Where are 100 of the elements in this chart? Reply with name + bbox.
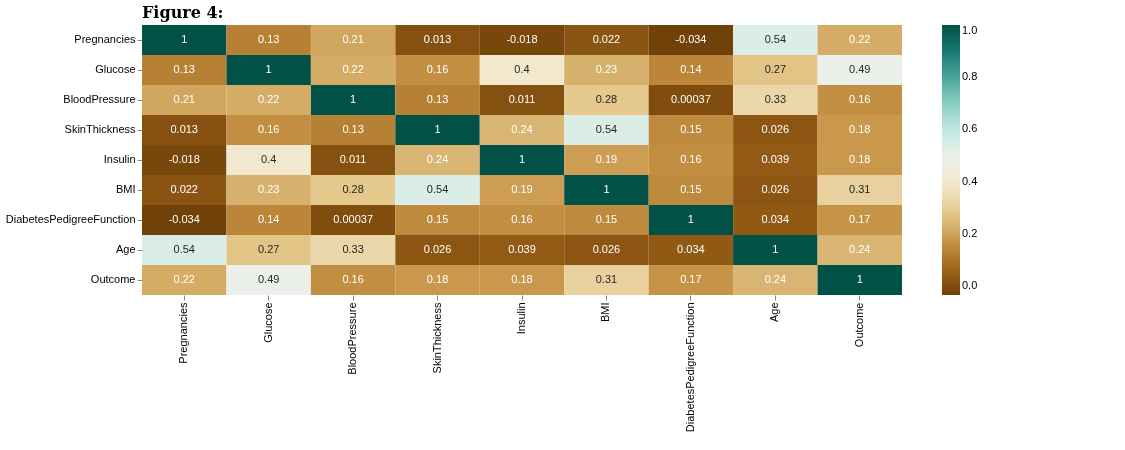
data-label: -0.034 (675, 33, 707, 45)
data-label: 1 (856, 273, 863, 285)
y-tick-label: BloodPressure (63, 93, 136, 105)
y-tick-label: Outcome (90, 273, 136, 285)
data-label: 1 (265, 63, 272, 75)
y-tick-label: Pregnancies (74, 33, 136, 45)
data-label: 0.026 (423, 243, 452, 255)
y-tick-label: SkinThickness (64, 123, 136, 135)
y-tick-label: DiabetesPedigreeFunction (5, 213, 136, 225)
color-bar-label: 0.4 (962, 174, 978, 187)
data-label: 0.27 (257, 243, 280, 255)
data-label: 0.31 (849, 183, 871, 195)
data-label: 0.15 (595, 213, 618, 225)
chart-title: Figure 4: (142, 3, 224, 22)
data-label: 0.13 (426, 93, 449, 105)
data-label: 0.54 (426, 183, 449, 195)
data-label: 0.23 (595, 63, 618, 75)
data-label: 0.022 (170, 183, 198, 195)
data-label: 0.14 (257, 213, 280, 225)
data-label: 0.19 (595, 153, 618, 165)
data-label: 0.22 (849, 33, 871, 45)
data-label: 0.24 (426, 153, 449, 165)
data-label: 0.27 (764, 63, 787, 75)
x-tick-label: DiabetesPedigreeFunction (683, 302, 696, 433)
x-tick-label: Age (768, 302, 781, 323)
data-label: 0.24 (849, 243, 871, 255)
data-label: 0.22 (173, 273, 195, 285)
data-label: 0.28 (342, 183, 364, 195)
color-bar-label: 0.0 (962, 279, 978, 292)
data-label: 0.24 (764, 273, 787, 285)
data-label: 1 (518, 153, 526, 165)
data-label: 0.011 (339, 153, 367, 165)
x-tick-label: Glucose (261, 302, 274, 343)
x-tick-label: Outcome (852, 302, 865, 348)
data-label: 0.4 (514, 63, 530, 75)
data-label: 0.33 (342, 243, 364, 255)
data-label: 0.33 (764, 93, 787, 105)
data-label: 0.00037 (671, 93, 711, 105)
x-tick-label: BMI (599, 302, 612, 323)
data-label: 0.16 (680, 153, 702, 165)
color-bar-label: 1.0 (962, 24, 978, 36)
data-label: 0.4 (261, 153, 277, 165)
data-label: 0.00037 (333, 213, 373, 225)
x-tick-label: Insulin (515, 302, 527, 335)
data-label: 0.54 (595, 123, 618, 135)
data-label: 0.13 (257, 33, 280, 45)
data-label: 0.23 (257, 183, 280, 195)
data-label: 0.13 (342, 123, 364, 135)
data-label: 0.034 (761, 213, 790, 225)
data-label: 0.22 (257, 93, 280, 105)
data-label: 0.16 (342, 273, 364, 285)
data-label: 0.54 (764, 33, 787, 45)
data-label: 0.54 (173, 243, 195, 255)
data-label: 0.026 (761, 123, 790, 135)
data-label: 0.28 (595, 93, 618, 105)
data-label: 0.17 (849, 213, 871, 225)
data-label: 0.18 (849, 153, 871, 165)
data-label: 0.039 (761, 153, 790, 165)
y-tick-label: Glucose (95, 63, 136, 75)
data-label: 0.18 (426, 273, 449, 285)
data-label: 0.19 (511, 183, 533, 195)
data-label: 0.16 (257, 123, 280, 135)
data-label: 0.013 (170, 123, 198, 135)
x-tick-label: Pregnancies (177, 302, 190, 364)
x-tick-label: SkinThickness (430, 302, 443, 374)
color-bar-label: 0.6 (962, 122, 978, 135)
data-label: 1 (434, 123, 441, 135)
data-label: 0.49 (849, 63, 871, 75)
data-label: 1 (687, 213, 694, 225)
data-label: 1 (772, 243, 779, 255)
data-label: 0.18 (511, 273, 533, 285)
data-label: 0.21 (173, 93, 195, 105)
data-label: 1 (603, 183, 610, 195)
data-label: 0.17 (680, 273, 702, 285)
data-label: 0.16 (426, 63, 449, 75)
data-label: 0.034 (677, 243, 705, 255)
data-label: 0.16 (511, 213, 533, 225)
color-bar-label: 0.2 (962, 226, 978, 239)
data-label: 1 (350, 93, 357, 105)
data-label: 0.026 (761, 183, 790, 195)
color-bar-label: 0.8 (962, 70, 978, 83)
data-label: -0.018 (168, 153, 200, 165)
x-tick-label: BloodPressure (346, 302, 359, 375)
data-label: 0.31 (595, 273, 618, 285)
data-label: 0.21 (342, 33, 364, 45)
data-label: 0.011 (508, 93, 536, 105)
data-label: 0.13 (173, 63, 195, 75)
data-label: 0.15 (680, 183, 702, 195)
data-label: 0.022 (592, 33, 621, 45)
data-label: 0.14 (680, 63, 702, 75)
y-tick-label: BMI (115, 183, 136, 195)
y-tick-label: Insulin (103, 153, 136, 165)
data-label: 0.16 (849, 93, 871, 105)
data-label: -0.034 (168, 213, 200, 225)
data-label: 0.15 (680, 123, 702, 135)
data-label: 1 (181, 33, 188, 45)
data-label: 0.013 (423, 33, 452, 45)
data-label: 0.18 (849, 123, 871, 135)
data-label: 0.22 (342, 63, 364, 75)
data-label: 0.49 (257, 273, 280, 285)
